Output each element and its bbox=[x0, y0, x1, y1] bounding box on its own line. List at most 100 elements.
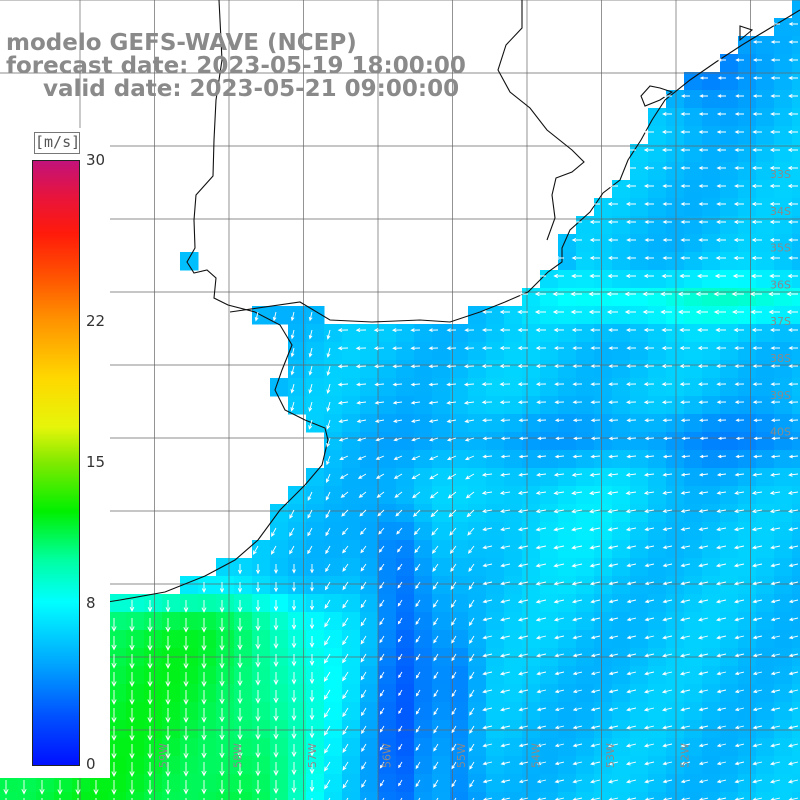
wind-arrow bbox=[607, 472, 619, 477]
wind-speed-cell bbox=[756, 414, 775, 433]
wind-arrow bbox=[536, 671, 547, 676]
wind-speed-cell bbox=[180, 756, 199, 775]
wind-speed-cell bbox=[144, 630, 163, 649]
wind-arrow bbox=[734, 382, 745, 387]
wind-arrow bbox=[642, 291, 654, 297]
wind-speed-cell bbox=[792, 306, 800, 325]
wind-speed-cell bbox=[756, 792, 775, 800]
wind-arrow bbox=[662, 454, 673, 459]
wind-speed-cell bbox=[630, 450, 649, 469]
wind-speed-cell bbox=[468, 720, 487, 739]
wind-arrow bbox=[662, 725, 673, 730]
wind-speed-cell bbox=[162, 738, 181, 757]
colorbar-tick-label: 15 bbox=[86, 453, 106, 471]
wind-arrow bbox=[500, 581, 511, 586]
wind-speed-cell bbox=[576, 360, 595, 379]
wind-speed-cell bbox=[522, 486, 541, 505]
wind-arrow bbox=[379, 779, 385, 787]
wind-arrow bbox=[680, 527, 691, 532]
wind-speed-cell bbox=[540, 342, 559, 361]
wind-speed-cell bbox=[288, 486, 307, 505]
wind-arrow bbox=[680, 256, 690, 260]
wind-arrow bbox=[446, 419, 457, 424]
wind-speed-cell bbox=[288, 720, 307, 739]
wind-arrow bbox=[787, 147, 798, 153]
wind-arrow bbox=[554, 707, 565, 712]
wind-arrow bbox=[770, 653, 781, 658]
wind-speed-cell bbox=[324, 738, 343, 757]
wind-speed-cell bbox=[504, 522, 523, 541]
wind-speed-cell bbox=[414, 630, 433, 649]
wind-speed-cell bbox=[666, 594, 685, 613]
wind-speed-cell bbox=[684, 594, 703, 613]
wind-arrow bbox=[624, 291, 636, 297]
wind-speed-cell bbox=[684, 522, 703, 541]
wind-speed-cell bbox=[126, 774, 145, 793]
wind-arrow bbox=[165, 726, 171, 742]
wind-arrow bbox=[21, 780, 27, 795]
wind-speed-cell bbox=[792, 288, 800, 307]
wind-speed-cell bbox=[360, 468, 379, 487]
wind-arrow bbox=[752, 400, 763, 405]
wind-speed-cell bbox=[468, 792, 487, 800]
wind-arrow bbox=[752, 653, 763, 658]
wind-speed-cell bbox=[684, 774, 703, 793]
wind-arrow bbox=[129, 762, 135, 778]
wind-speed-cell bbox=[486, 756, 505, 775]
wind-arrow bbox=[433, 671, 439, 680]
wind-speed-cell bbox=[738, 450, 757, 469]
wind-arrow bbox=[644, 779, 655, 784]
wind-arrow bbox=[201, 600, 207, 613]
wind-speed-cell bbox=[774, 270, 793, 289]
wind-arrow bbox=[308, 347, 313, 358]
wind-arrow bbox=[535, 599, 547, 604]
wind-speed-cell bbox=[738, 738, 757, 757]
wind-arrow bbox=[644, 743, 655, 748]
wind-speed-cell bbox=[540, 684, 559, 703]
wind-speed-cell bbox=[198, 684, 217, 703]
wind-speed-cell bbox=[396, 486, 415, 505]
wind-arrow bbox=[273, 636, 279, 650]
wind-speed-cell bbox=[360, 630, 379, 649]
wind-speed-cell bbox=[756, 450, 775, 469]
wind-arrow bbox=[219, 708, 225, 723]
wind-speed-cell bbox=[306, 414, 325, 433]
wind-speed-cell bbox=[486, 306, 505, 325]
wind-arrow bbox=[698, 148, 708, 152]
wind-speed-cell bbox=[702, 774, 721, 793]
wind-speed-cell bbox=[576, 414, 595, 433]
wind-arrow bbox=[662, 166, 672, 170]
wind-arrow bbox=[734, 184, 744, 188]
wind-speed-cell bbox=[558, 414, 577, 433]
wind-arrow bbox=[733, 237, 744, 243]
wind-speed-cell bbox=[576, 342, 595, 361]
wind-speed-cell bbox=[756, 594, 775, 613]
wind-arrow bbox=[451, 779, 457, 788]
wind-arrow bbox=[360, 671, 367, 681]
wind-speed-cell bbox=[504, 324, 523, 343]
wind-arrow bbox=[788, 653, 799, 658]
wind-speed-cell bbox=[378, 576, 397, 595]
lon-label: 58W bbox=[232, 743, 245, 768]
wind-arrow bbox=[324, 635, 331, 646]
wind-speed-cell bbox=[612, 252, 631, 271]
wind-arrow bbox=[326, 383, 331, 394]
wind-speed-cell bbox=[234, 702, 253, 721]
wind-arrow bbox=[788, 599, 799, 604]
wind-arrow bbox=[554, 635, 565, 640]
wind-speed-cell bbox=[522, 774, 541, 793]
wind-speed-cell bbox=[684, 342, 703, 361]
wind-speed-cell bbox=[144, 594, 163, 613]
wind-arrow bbox=[428, 400, 439, 405]
wind-speed-cell bbox=[432, 774, 451, 793]
wind-arrow bbox=[608, 599, 619, 604]
wind-speed-cell bbox=[594, 504, 613, 523]
wind-arrow bbox=[752, 94, 762, 98]
wind-speed-cell bbox=[648, 432, 667, 451]
wind-speed-cell bbox=[792, 486, 800, 505]
wind-arrow bbox=[626, 563, 637, 568]
wind-arrow bbox=[677, 309, 690, 315]
wind-arrow bbox=[339, 473, 349, 479]
wind-arrow bbox=[3, 780, 9, 795]
wind-speed-cell bbox=[558, 486, 577, 505]
